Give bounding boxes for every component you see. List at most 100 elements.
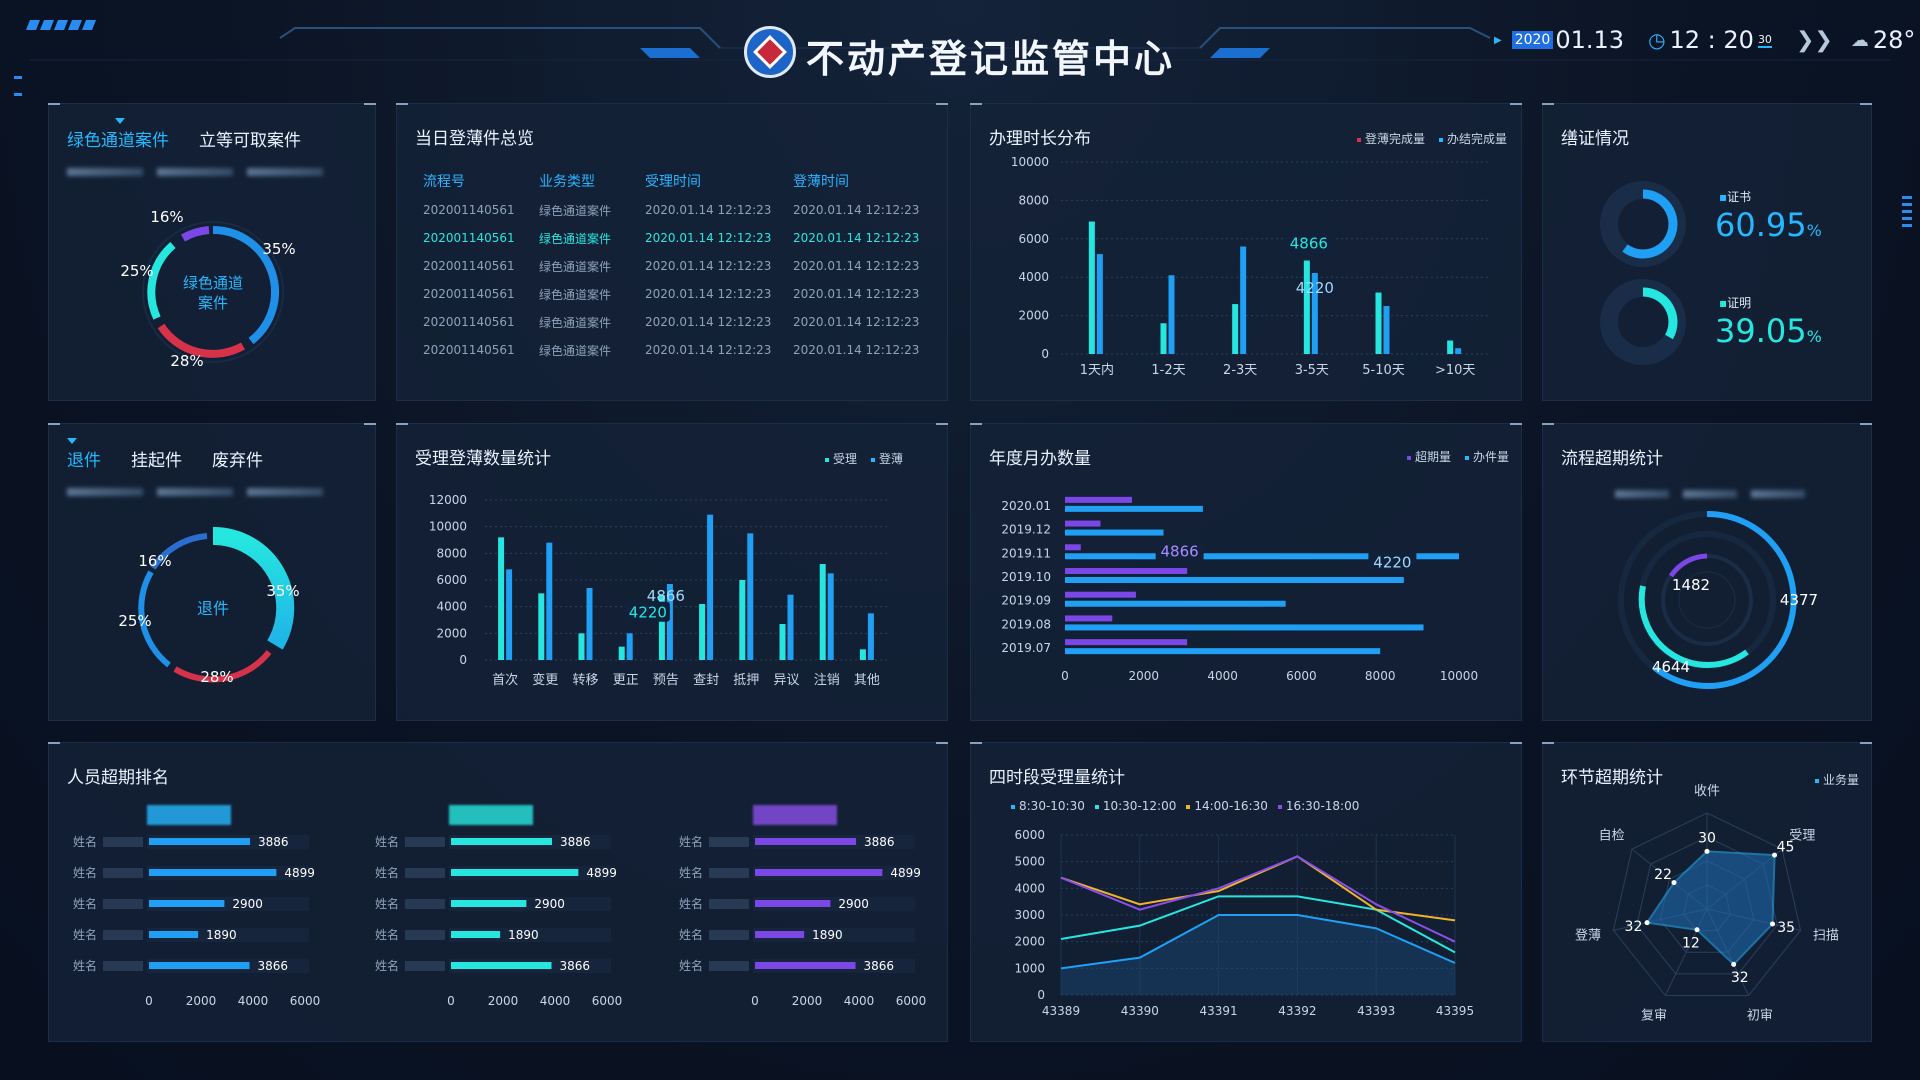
person-name-label: 姓名 — [375, 834, 399, 849]
weather-icon: ☁ — [1850, 29, 1869, 51]
bar — [506, 569, 513, 660]
table-row[interactable]: 202001140561 绿色通道案件 2020.01.14 12:12:23 202… — [423, 252, 943, 280]
series-line — [1060, 895, 1456, 954]
radar-value-label: 22 — [1654, 867, 1672, 883]
bar — [451, 931, 501, 938]
col-accept-time: 受理时间 — [645, 174, 701, 190]
legend-label: 办件量 — [1472, 450, 1509, 464]
person-name-label: 姓名 — [679, 958, 703, 973]
radar-value-label: 12 — [1682, 935, 1700, 951]
bar — [819, 564, 826, 660]
radar-point — [1772, 852, 1778, 858]
bar — [578, 633, 585, 660]
certificate-rings — [1600, 181, 1686, 365]
person-name-label: 姓名 — [73, 958, 97, 973]
certificates-panel: 缮证情况 ▪证书 60.95% ▪证明 39.05% — [1542, 103, 1872, 401]
x-tick-label: 0 — [447, 994, 455, 1008]
x-tick-label: 2-3天 — [1223, 363, 1257, 378]
data-label: 4220 — [1373, 553, 1411, 571]
radar-axis-label: 复审 — [1641, 1008, 1667, 1023]
y-tick-label: 6000 — [436, 573, 467, 587]
table-row[interactable]: 202001140561 绿色通道案件 2020.01.14 12:12:23 202… — [423, 336, 943, 364]
x-tick-label: 43390 — [1121, 1004, 1159, 1018]
legend-item: 办件量 — [1464, 448, 1509, 465]
x-tick-label: 1-2天 — [1151, 363, 1185, 378]
tab-abandoned[interactable]: 废弃件 — [212, 451, 263, 471]
annotation-bg — [1155, 541, 1204, 562]
bar — [1065, 529, 1164, 536]
radar-point — [1671, 880, 1677, 886]
date-display: ▶ 2020 01.13 ◷ 12 : 20 30 ❯❯ ☁ 28° — [1494, 26, 1915, 54]
bar — [1375, 292, 1382, 354]
bar — [451, 869, 579, 876]
bar-value-label: 4899 — [586, 866, 617, 880]
blurred-name — [709, 899, 749, 909]
cell: 202001140561 — [423, 343, 515, 357]
blurred-name — [103, 837, 143, 847]
bar — [149, 838, 251, 845]
side-decoration-left — [14, 76, 22, 96]
y-tick-label: 0 — [1041, 347, 1049, 361]
bar — [149, 931, 199, 938]
bar — [1447, 340, 1454, 354]
chart-legend: 超期量 办件量 — [1406, 448, 1509, 465]
tab-instant-pickup[interactable]: 立等可取案件 — [199, 131, 301, 151]
tab-green-channel[interactable]: 绿色通道案件 — [67, 131, 169, 151]
cell: 2020.01.14 12:12:23 — [793, 259, 920, 273]
bar — [755, 962, 856, 969]
pct-label-28: 28% — [200, 668, 233, 686]
emblem-icon — [744, 26, 796, 78]
y-tick-label: 2000 — [1014, 935, 1045, 949]
legend-label: 10:30-12:00 — [1102, 799, 1177, 813]
chart-legend: 受理 登薄 — [824, 450, 903, 467]
x-tick-label: 43393 — [1357, 1004, 1395, 1018]
returned-donut: 退件 16% 35% 25% 28% — [118, 526, 300, 686]
radar-value-label: 32 — [1625, 919, 1643, 935]
value-number: 60.95 — [1715, 206, 1807, 244]
y-tick-label: 2020.01 — [1001, 499, 1051, 513]
bar — [755, 900, 831, 907]
bar-value-label: 3886 — [560, 835, 591, 849]
chevrons-icon[interactable]: ❯❯ — [1795, 27, 1833, 53]
person-name-label: 姓名 — [679, 834, 703, 849]
x-tick-label: 4000 — [540, 994, 571, 1008]
table-row[interactable]: 202001140561 绿色通道案件 2020.01.14 12:12:23 202… — [423, 280, 943, 308]
legend-item: 办结完成量 — [1438, 130, 1507, 147]
legend-label: 办结完成量 — [1446, 132, 1507, 146]
panel-title: 四时段受理量统计 — [989, 768, 1125, 788]
x-tick-label: 10000 — [1440, 669, 1478, 683]
bar — [658, 595, 665, 660]
donut-segment-blue — [138, 570, 171, 668]
cell: 2020.01.14 12:12:23 — [645, 259, 772, 273]
bar — [149, 962, 250, 969]
ring-label-1482: 1482 — [1672, 576, 1710, 594]
pct-label-35: 35% — [262, 240, 295, 258]
donut-center: 退件 — [197, 599, 229, 618]
table-row[interactable]: 202001140561 绿色通道案件 2020.01.14 12:12:23 202… — [423, 196, 943, 224]
bar — [1065, 648, 1381, 655]
stage-overdue-panel: 环节超期统计 业务量 收件 受理 扫描 初审 复审 登薄 自检 30 45 35 32 12 32 22 — [1542, 742, 1872, 1042]
bar — [699, 604, 706, 660]
table-row-highlighted[interactable]: 202001140561 绿色通道案件 2020.01.14 12:12:23 202… — [423, 224, 943, 252]
bar — [1065, 496, 1132, 503]
tab-suspended[interactable]: 挂起件 — [131, 451, 182, 471]
bar — [859, 649, 866, 660]
value-number: 39.05 — [1715, 312, 1807, 350]
bar — [1232, 304, 1239, 354]
table-row[interactable]: 202001140561 绿色通道案件 2020.01.14 12:12:23 202… — [423, 308, 943, 336]
chart-legend: 登薄完成量 办结完成量 — [1356, 130, 1507, 147]
bar-value-label: 2900 — [838, 897, 869, 911]
data-label: 4866 — [647, 587, 685, 605]
y-tick-label: 8000 — [1018, 193, 1049, 207]
tab-returned[interactable]: 退件 — [67, 451, 101, 471]
x-tick-label: 更正 — [613, 673, 639, 688]
bar — [1065, 505, 1203, 512]
y-tick-label: 10000 — [429, 520, 467, 534]
person-name-label: 姓名 — [73, 865, 97, 880]
bar — [1065, 553, 1459, 560]
page-title: 不动产登记监管中心 — [806, 37, 1176, 81]
green-channel-donut: 绿色通道 案件 16% 35% 25% 28% — [120, 208, 295, 370]
radar-axis-label: 登薄 — [1575, 928, 1601, 943]
table-header: 流程号 业务类型 受理时间 登薄时间 — [423, 166, 943, 196]
label-text: 证书 — [1727, 190, 1752, 204]
